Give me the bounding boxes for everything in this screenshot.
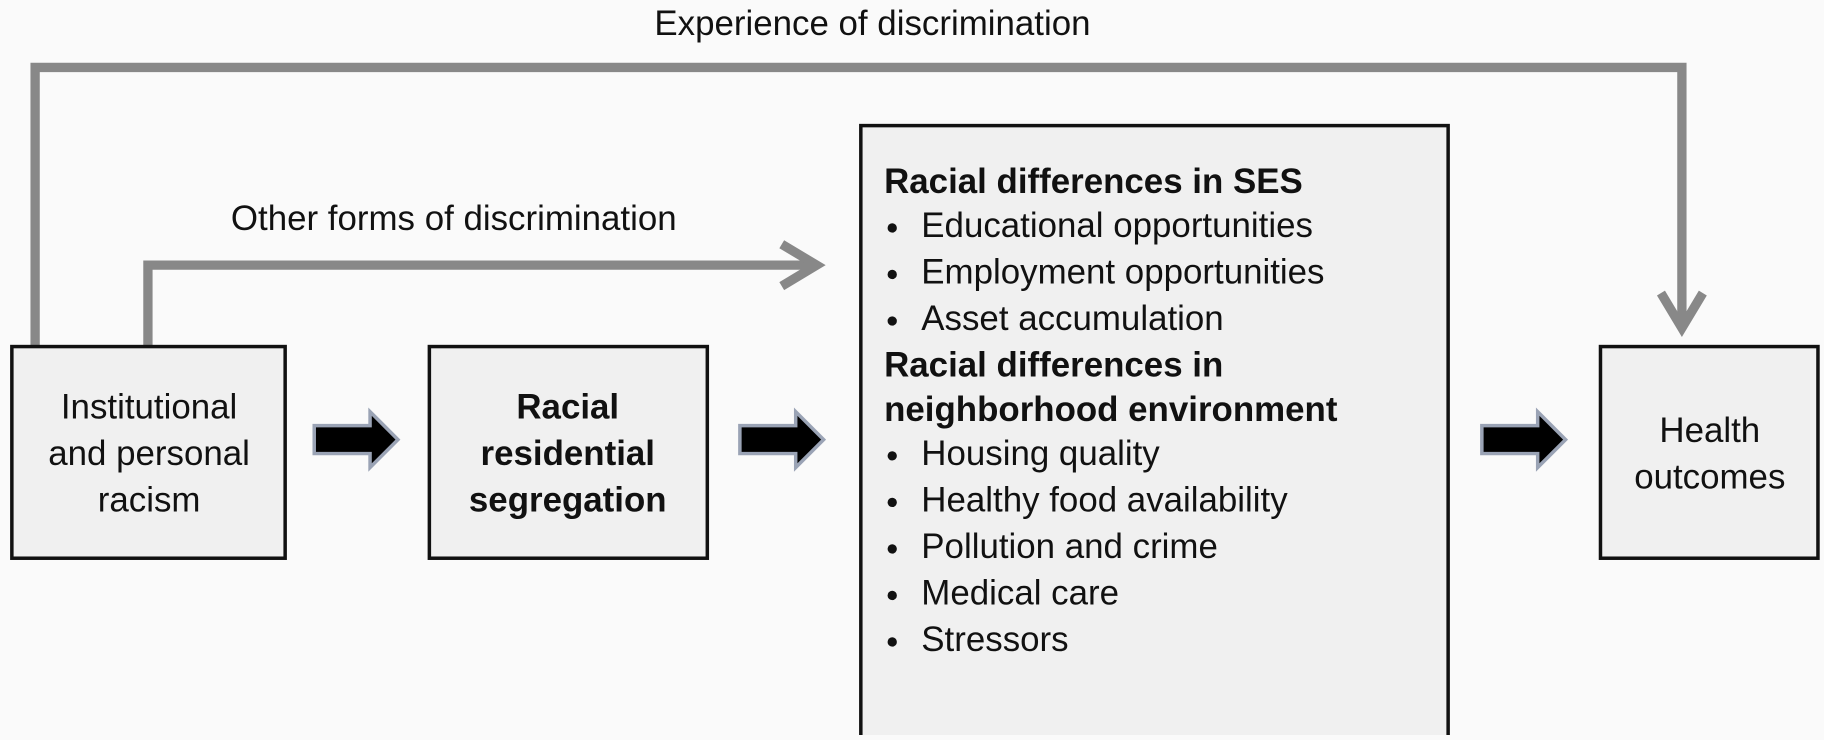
node-label: residential <box>481 434 655 473</box>
node-box <box>1598 344 1820 560</box>
node-label: Health <box>1659 411 1760 450</box>
list-item: Asset accumulation <box>921 299 1223 338</box>
list-item: Stressors <box>921 620 1068 659</box>
list-item: Pollution and crime <box>921 527 1218 566</box>
bullet <box>887 637 897 647</box>
block-arrow <box>312 407 401 472</box>
block-arrow <box>738 407 827 472</box>
bullet <box>887 316 897 326</box>
bullet <box>887 497 897 508</box>
node-content: Racial differences in SES Educational opp… <box>884 162 1338 659</box>
bullet <box>887 544 897 554</box>
node-label: segregation <box>469 481 667 520</box>
node-box <box>10 344 287 560</box>
bullet <box>887 590 897 601</box>
section-heading: Racial differences in <box>884 346 1223 385</box>
section-heading: neighborhood environment <box>884 390 1338 429</box>
node-label: outcomes <box>1634 457 1785 496</box>
bullet <box>887 451 897 461</box>
edge-label: Other forms of discrimination <box>231 199 677 238</box>
section-heading: Racial differences in SES <box>884 162 1303 201</box>
other-forms-connector <box>143 260 815 347</box>
experience-connector <box>30 62 1687 347</box>
list-item: Employment opportunities <box>921 253 1324 292</box>
bullet <box>887 223 897 233</box>
node-label: and personal <box>48 434 250 473</box>
edge-label: Experience of discrimination <box>654 4 1090 43</box>
node-label: Institutional <box>61 388 237 427</box>
node-box <box>859 123 1450 740</box>
node-label: racism <box>98 481 201 520</box>
list-item: Housing quality <box>921 434 1160 473</box>
list-item: Medical care <box>921 574 1119 613</box>
node-box <box>427 344 710 560</box>
node-label: Racial <box>516 388 619 427</box>
arrowhead <box>779 240 826 291</box>
arrowhead <box>1656 290 1707 338</box>
bullet <box>887 269 897 280</box>
list-item: Educational opportunities <box>921 206 1313 245</box>
block-arrow <box>1480 407 1569 472</box>
list-item: Healthy food availability <box>921 481 1288 520</box>
